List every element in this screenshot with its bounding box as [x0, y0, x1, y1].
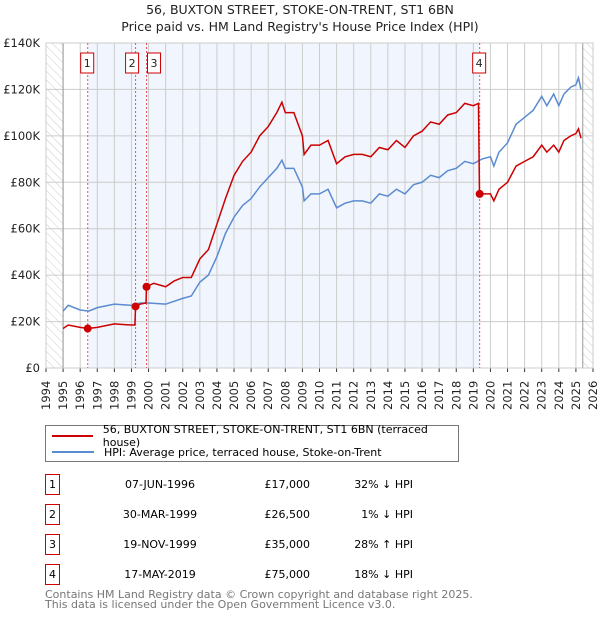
x-tick-label: 1996	[73, 381, 87, 410]
x-tick-label: 2024	[552, 381, 566, 410]
x-tick-label: 2000	[142, 381, 156, 410]
sale-label: 2	[129, 57, 136, 70]
x-tick-label: 2025	[569, 381, 583, 410]
x-tick-label: 2003	[193, 381, 207, 410]
x-tick-label: 1999	[124, 381, 138, 410]
hatched-region-before	[46, 43, 64, 368]
y-tick-label: £20K	[11, 315, 41, 329]
sale-price: £75,000	[264, 568, 311, 581]
sale-price: £17,000	[264, 478, 311, 491]
x-tick-label: 2016	[415, 381, 429, 410]
x-tick-label: 2013	[364, 381, 378, 410]
sale-price: £35,000	[264, 538, 311, 551]
x-tick-label: 2006	[244, 381, 258, 410]
sale-label: 3	[151, 57, 158, 70]
sale-hpi-diff: 32% ↓ HPI	[354, 478, 413, 491]
sale-label: 1	[84, 57, 91, 70]
sale-number-badge: 4	[45, 564, 60, 585]
sale-row: 1 07-JUN-1996 £17,000 32% ↓ HPI	[45, 474, 465, 495]
x-tick-label: 2022	[518, 381, 532, 410]
chart-subtitle: Price paid vs. HM Land Registry's House …	[121, 19, 479, 34]
sale-label-box	[80, 52, 95, 74]
x-tick-label: 2008	[278, 381, 292, 410]
sale-price: £26,500	[264, 508, 311, 521]
sale-hpi-diff: 1% ↓ HPI	[361, 508, 413, 521]
x-tick-label: 2023	[535, 381, 549, 410]
y-tick-label: £40K	[11, 268, 41, 282]
x-tick-label: 2026	[586, 381, 600, 410]
x-tick-label: 2017	[432, 381, 446, 410]
sale-number-badge: 3	[45, 534, 60, 555]
x-tick-label: 2005	[227, 381, 241, 410]
y-tick-label: £60K	[11, 222, 41, 236]
sale-date: 17-MAY-2019	[124, 568, 196, 581]
hpi-line	[62, 75, 582, 312]
footer-line-2: This data is licensed under the Open Gov…	[45, 598, 396, 611]
x-tick-label: 2020	[483, 381, 497, 410]
y-tick-label: £80K	[11, 175, 41, 189]
x-tick-label: 2002	[176, 381, 190, 410]
sale-hpi-diff: 18% ↓ HPI	[354, 568, 413, 581]
sale-date: 07-JUN-1996	[124, 478, 196, 491]
x-tick-label: 1997	[90, 381, 104, 410]
sale-number-badge: 1	[45, 474, 60, 495]
y-tick-label: £0	[25, 361, 40, 375]
x-tick-label: 2018	[449, 381, 463, 410]
x-tick-label: 1995	[56, 381, 70, 410]
plot-frame	[45, 42, 594, 369]
sale-row: 4 17-MAY-2019 £75,000 18% ↓ HPI	[45, 564, 465, 585]
legend-item-hpi: HPI: Average price, terraced house, Stok…	[52, 444, 382, 460]
legend-swatch-red	[52, 435, 93, 437]
sale-row: 2 30-MAR-1999 £26,500 1% ↓ HPI	[45, 504, 465, 525]
sale-hpi-diff: 28% ↑ HPI	[354, 538, 413, 551]
sale-point	[131, 302, 140, 311]
x-tick-label: 1994	[39, 381, 53, 410]
footer-line-1: Contains HM Land Registry data © Crown c…	[45, 588, 473, 601]
ownership-shaded-region	[87, 43, 480, 368]
y-tick-label: £120K	[3, 82, 40, 96]
x-tick-label: 2007	[261, 381, 275, 410]
sale-date: 30-MAR-1999	[122, 508, 198, 521]
legend: 56, BUXTON STREET, STOKE-ON-TRENT, ST1 6…	[45, 423, 459, 462]
x-tick-label: 2011	[330, 381, 344, 410]
y-tick-label: £140K	[3, 36, 40, 50]
sale-row: 3 19-NOV-1999 £35,000 28% ↑ HPI	[45, 534, 465, 555]
plot-area: 1994 1995 1996 1997 1998 1999 2000 2001 2002 2003…	[3, 36, 600, 410]
x-tick-label: 2019	[466, 381, 480, 410]
x-tick-label: 2010	[313, 381, 327, 410]
hatched-region-after	[582, 43, 593, 368]
sale-label-box	[125, 52, 140, 74]
x-tick-label: 2021	[501, 381, 515, 410]
x-tick-label: 2004	[210, 381, 224, 410]
sale-number-badge: 2	[45, 504, 60, 525]
x-tick-label: 2015	[398, 381, 412, 410]
legend-label: 56, BUXTON STREET, STOKE-ON-TRENT, ST1 6…	[102, 423, 428, 449]
sale-point	[83, 324, 92, 333]
y-tick-label: £100K	[3, 129, 40, 143]
legend-swatch-blue	[52, 451, 94, 453]
legend-label: HPI: Average price, terraced house, Stok…	[104, 445, 382, 459]
sale-point	[475, 189, 484, 198]
x-tick-label: 2012	[347, 381, 361, 410]
x-tick-label: 1998	[107, 381, 121, 410]
x-tick-label: 2001	[159, 381, 173, 410]
x-tick-label: 2014	[381, 381, 395, 410]
sale-date: 19-NOV-1999	[123, 538, 197, 551]
property-price-line	[62, 100, 582, 330]
sale-label-box	[147, 52, 162, 74]
x-tick-label: 2009	[295, 381, 309, 410]
sale-point	[142, 282, 151, 291]
chart-title: 56, BUXTON STREET, STOKE-ON-TRENT, ST1 6…	[146, 2, 454, 17]
legend-item-property: 56, BUXTON STREET, STOKE-ON-TRENT, ST1 6…	[52, 423, 458, 449]
sale-label: 4	[476, 57, 483, 70]
sale-label-box	[472, 52, 487, 74]
